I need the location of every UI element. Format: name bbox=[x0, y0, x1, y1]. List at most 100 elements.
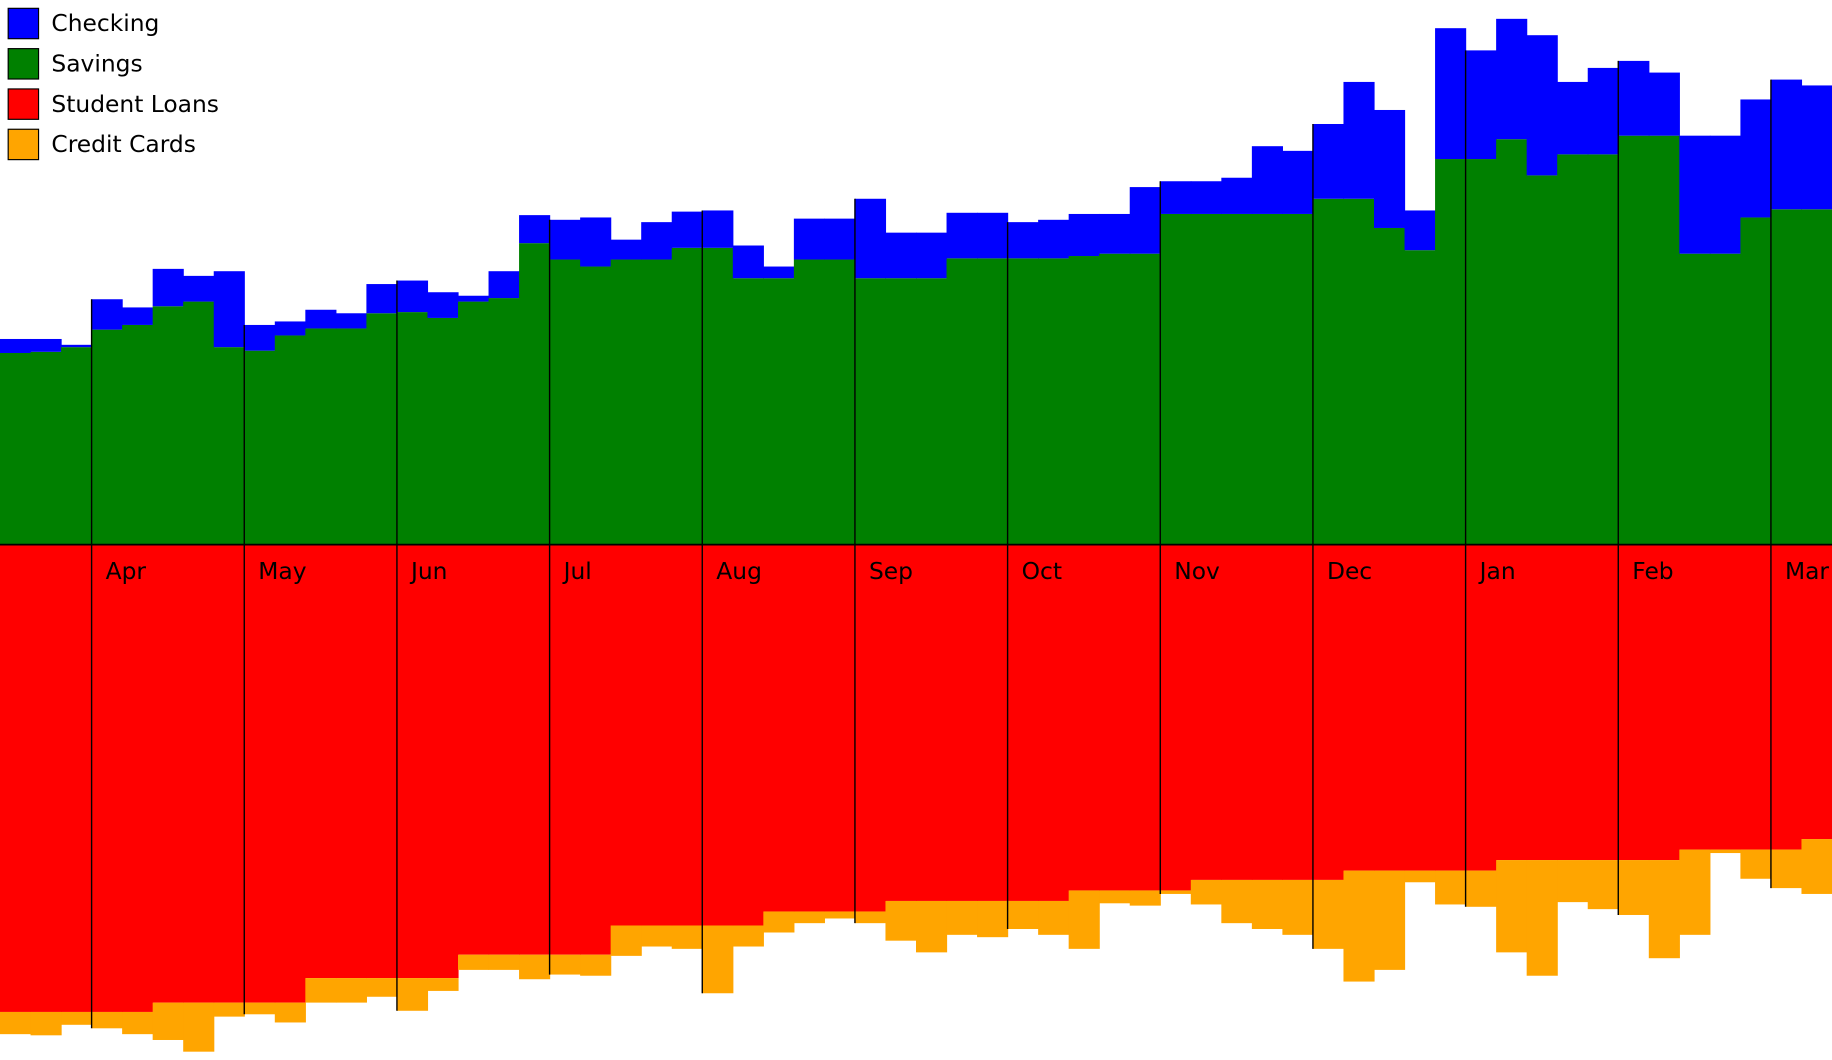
x-tick-label: May bbox=[258, 557, 306, 585]
area-step bbox=[1099, 253, 1131, 545]
area-step bbox=[30, 1011, 62, 1036]
area-step bbox=[916, 278, 948, 545]
area-step bbox=[763, 911, 795, 933]
x-tick-label: Dec bbox=[1327, 557, 1372, 585]
legend-swatch bbox=[7, 88, 40, 120]
area-step bbox=[1038, 258, 1070, 545]
area-step bbox=[671, 247, 703, 545]
area-step bbox=[122, 1011, 154, 1035]
area-step bbox=[1343, 544, 1375, 871]
area-step bbox=[1404, 544, 1436, 871]
x-tick-label: Feb bbox=[1632, 557, 1673, 585]
area-step bbox=[1190, 181, 1222, 214]
area-step bbox=[763, 544, 795, 912]
area-step bbox=[671, 544, 703, 926]
area-step bbox=[183, 544, 215, 1003]
area-step bbox=[1526, 175, 1558, 545]
area-step bbox=[732, 925, 764, 947]
area-step bbox=[1496, 544, 1528, 861]
area-step bbox=[122, 307, 154, 325]
area-step bbox=[1648, 860, 1680, 959]
area-step bbox=[1770, 209, 1803, 545]
area-step bbox=[396, 978, 429, 1011]
area-step bbox=[1160, 544, 1192, 891]
area-step bbox=[549, 544, 581, 955]
area-step bbox=[427, 978, 459, 991]
area-step bbox=[671, 211, 703, 248]
legend-swatch bbox=[7, 128, 40, 161]
area-step bbox=[122, 324, 154, 545]
area-step bbox=[61, 1011, 93, 1025]
area-step bbox=[732, 278, 764, 545]
area-step bbox=[1526, 35, 1558, 176]
area-step bbox=[854, 911, 887, 924]
area-step bbox=[1099, 544, 1131, 891]
area-step bbox=[793, 544, 825, 912]
area-step bbox=[549, 219, 581, 260]
area-step bbox=[488, 544, 520, 955]
area-step bbox=[1618, 860, 1650, 915]
area-step bbox=[0, 1011, 32, 1035]
area-step bbox=[580, 217, 612, 267]
area-step bbox=[610, 925, 642, 956]
area-step bbox=[1282, 213, 1314, 545]
area-step bbox=[1557, 544, 1589, 861]
area-step bbox=[854, 198, 887, 279]
area-step bbox=[977, 212, 1009, 259]
area-step bbox=[824, 544, 856, 912]
area-step bbox=[488, 298, 520, 545]
area-step bbox=[1190, 879, 1222, 905]
area-step bbox=[1007, 258, 1039, 545]
area-step bbox=[824, 911, 856, 919]
area-step bbox=[458, 954, 490, 970]
area-step bbox=[488, 271, 520, 299]
legend-swatch bbox=[7, 7, 40, 40]
area-step bbox=[274, 335, 306, 545]
area-step bbox=[1221, 544, 1253, 880]
area-step bbox=[91, 544, 123, 1012]
area-step bbox=[244, 350, 276, 545]
area-step bbox=[1709, 135, 1741, 254]
area-step bbox=[1801, 839, 1832, 894]
area-step bbox=[1618, 135, 1650, 545]
area-step bbox=[1282, 879, 1314, 935]
area-step bbox=[427, 292, 459, 318]
area-step bbox=[274, 544, 306, 1003]
area-step bbox=[977, 544, 1009, 901]
area-step bbox=[946, 544, 978, 901]
area-step bbox=[854, 544, 887, 912]
area-step bbox=[1160, 213, 1192, 545]
area-step bbox=[916, 232, 948, 279]
x-tick-label: Jan bbox=[1478, 557, 1516, 585]
area-step bbox=[1068, 256, 1100, 545]
area-step bbox=[671, 925, 703, 949]
area-step bbox=[610, 259, 642, 545]
area-step bbox=[1404, 210, 1436, 251]
area-step bbox=[1740, 544, 1772, 850]
area-step bbox=[580, 954, 612, 976]
area-step bbox=[244, 544, 276, 1003]
area-step bbox=[793, 218, 825, 260]
area-step bbox=[366, 284, 398, 314]
area-step bbox=[366, 978, 398, 997]
area-step bbox=[610, 544, 642, 926]
area-step bbox=[793, 259, 825, 545]
area-step bbox=[122, 544, 154, 1012]
area-step bbox=[702, 247, 734, 545]
area-step bbox=[305, 328, 337, 545]
area-step bbox=[458, 544, 490, 955]
area-step bbox=[1587, 860, 1619, 910]
area-step bbox=[1404, 250, 1436, 545]
area-step bbox=[396, 280, 429, 313]
area-step bbox=[641, 222, 673, 260]
area-step bbox=[1312, 198, 1345, 545]
area-step bbox=[519, 243, 551, 545]
area-step bbox=[30, 338, 62, 352]
area-step bbox=[1068, 544, 1100, 891]
legend-swatch bbox=[7, 48, 40, 80]
area-step bbox=[30, 351, 62, 545]
area-step bbox=[1404, 870, 1436, 883]
area-step bbox=[946, 212, 978, 259]
area-step bbox=[732, 544, 764, 926]
